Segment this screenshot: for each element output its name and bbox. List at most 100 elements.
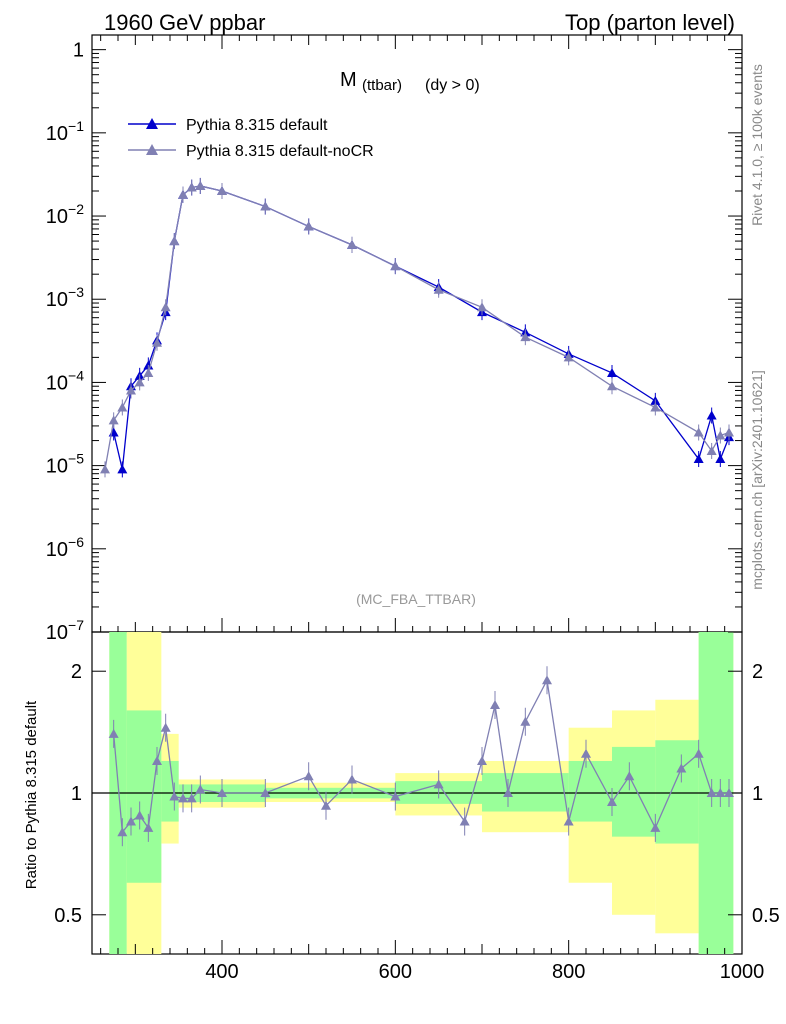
ratio-ytick-label: 1 <box>71 783 82 805</box>
legend-marker-nocr <box>146 144 158 155</box>
series-nocr-point <box>520 332 531 342</box>
series-nocr-point <box>650 402 661 412</box>
series-default-point <box>715 454 726 464</box>
ratio-point <box>390 791 401 801</box>
ratio-point <box>169 791 180 801</box>
series-default-point <box>143 360 154 370</box>
series-nocr-point <box>169 236 180 246</box>
ratio-point <box>143 822 154 832</box>
ratio-band-inner-segment <box>655 740 699 844</box>
series-default-point <box>607 367 617 377</box>
ratio-point <box>607 797 617 807</box>
series-nocr-point <box>178 189 188 199</box>
ratio-point <box>693 748 704 758</box>
ratio-point <box>459 816 470 826</box>
plot-title-suffix: (dy > 0) <box>425 77 480 94</box>
main-axes: 1 10−1 10−2 10−3 10−4 10−5 10−6 10−7 <box>46 35 743 644</box>
main-ytick-label: 10−3 <box>46 284 84 311</box>
ratio-point <box>178 793 188 803</box>
ratio-point <box>520 716 531 726</box>
ratio-point <box>126 816 136 826</box>
ratio-point <box>117 827 128 837</box>
ratio-series <box>108 666 734 847</box>
series-nocr-point <box>563 352 574 362</box>
legend-marker-default <box>146 118 158 129</box>
ratio-point <box>724 788 734 797</box>
series-nocr-point <box>117 402 128 412</box>
ratio-point <box>160 722 171 732</box>
mcplots-label: mcplots.cern.ch [arXiv:2401.10621] <box>749 370 765 589</box>
series-nocr-point <box>134 377 145 387</box>
ratio-point <box>503 788 513 797</box>
ratio-point <box>195 784 206 794</box>
ratio-point <box>624 771 635 781</box>
series-nocr-point <box>477 302 487 312</box>
series-nocr-point <box>217 185 227 195</box>
series-nocr-point <box>693 427 704 437</box>
ratio-point <box>260 788 271 797</box>
ratio-point <box>706 788 717 797</box>
ratio-point <box>433 779 444 789</box>
ratio-xtick-label: 600 <box>379 961 412 983</box>
ratio-point <box>186 793 197 803</box>
ratio-point <box>581 748 591 758</box>
main-ytick-label: 10−4 <box>46 367 84 394</box>
ratio-point <box>321 800 331 810</box>
ratio-point <box>152 755 162 765</box>
series-nocr-point <box>260 201 271 211</box>
ratio-point <box>108 728 119 738</box>
right-title: Top (parton level) <box>565 10 735 35</box>
plot-title: M (ttbar) (dy > 0) <box>340 69 480 94</box>
main-series <box>100 177 734 478</box>
series-nocr-point <box>160 302 171 312</box>
ratio-series-line <box>113 678 729 834</box>
plot-title-main: M <box>340 69 357 91</box>
main-ytick-label: 1 <box>73 40 84 62</box>
series-nocr-point <box>143 367 154 377</box>
analysis-label: (MC_FBA_TTBAR) <box>356 591 476 607</box>
rivet-label: Rivet 4.1.0, ≥ 100k events <box>749 64 765 226</box>
ratio-ytick-label: 2 <box>71 661 82 683</box>
series-nocr-point <box>186 182 197 192</box>
series-nocr-point <box>303 221 314 231</box>
ratio-band-inner-segment <box>482 773 569 812</box>
series-nocr-line <box>104 185 730 470</box>
series-nocr-point <box>607 381 617 391</box>
ratio-point <box>490 700 500 710</box>
series-nocr-point <box>126 385 136 395</box>
series-nocr-point <box>706 445 717 455</box>
main-ytick-label: 10−5 <box>46 451 84 478</box>
ratio-xtick-label: 1000 <box>720 961 765 983</box>
legend-label-nocr: Pythia 8.315 default-noCR <box>186 143 374 160</box>
ratio-ylabel: Ratio to Pythia 8.315 default <box>23 700 40 889</box>
series-nocr-point <box>433 284 444 294</box>
ratio-ytick-label-right: 1 <box>752 783 763 805</box>
left-title: 1960 GeV ppbar <box>104 10 265 35</box>
series-default-point <box>108 427 119 437</box>
series-nocr-point <box>195 180 206 190</box>
ratio-band-inner-segment <box>126 710 162 883</box>
series-default-point <box>693 454 704 464</box>
series-nocr-point <box>347 239 357 249</box>
series-default-point <box>117 464 128 474</box>
ratio-ytick-label-right: 2 <box>752 661 763 683</box>
ratio-point <box>217 788 227 797</box>
series-default-point <box>706 410 717 420</box>
series-nocr-point <box>100 464 110 474</box>
ratio-point <box>563 816 574 826</box>
series-nocr-point <box>724 427 734 437</box>
legend: Pythia 8.315 default Pythia 8.315 defaul… <box>128 117 374 160</box>
series-nocr-point <box>152 337 162 347</box>
ratio-point <box>134 810 145 820</box>
main-ytick-label: 10−1 <box>46 118 84 145</box>
ratio-axes: 0.5 0.5 1 1 2 2 400 600 800 1000 <box>54 661 780 983</box>
ratio-band-inner-segment <box>161 760 179 822</box>
ratio-point <box>542 675 552 685</box>
ratio-point <box>715 788 726 797</box>
ratio-point <box>477 755 487 765</box>
ratio-point <box>347 774 357 784</box>
series-nocr-point <box>390 261 401 271</box>
series-nocr-point <box>715 430 726 440</box>
legend-label-default: Pythia 8.315 default <box>186 117 328 134</box>
series-nocr-point <box>108 415 119 425</box>
